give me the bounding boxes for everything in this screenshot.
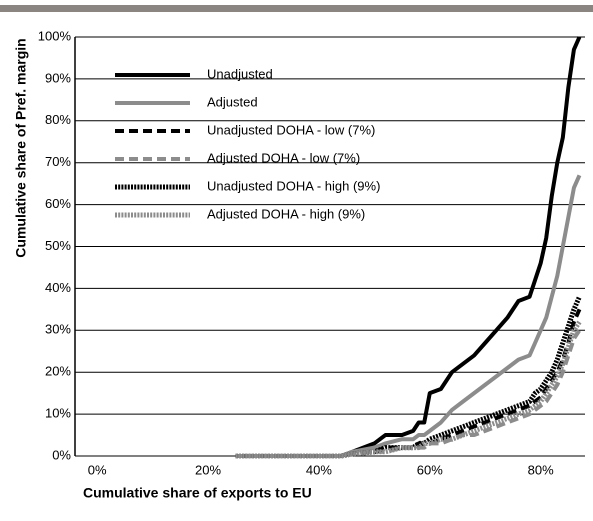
y-tick-label: 30% (45, 322, 71, 337)
y-tick-label: 70% (45, 154, 71, 169)
x-tick-label: 40% (306, 462, 332, 477)
legend-label: Unadjusted (207, 66, 273, 81)
x-axis-title: Cumulative share of exports to EU (83, 485, 312, 501)
y-tick-label: 0% (52, 447, 71, 462)
y-tick-label: 40% (45, 280, 71, 295)
y-tick-label: 10% (45, 406, 71, 421)
legend-label: Adjusted (207, 94, 258, 109)
legend-label: Adjusted DOHA - high (9%) (207, 206, 365, 221)
legend-label: Unadjusted DOHA - high (9%) (207, 178, 380, 193)
series-line (235, 329, 582, 458)
series-line (235, 36, 582, 458)
x-tick-label: 0% (88, 462, 107, 477)
y-tick-label: 60% (45, 196, 71, 211)
top-bar (0, 5, 593, 12)
legend-label: Adjusted DOHA - low (7%) (207, 150, 360, 165)
x-tick-label: 80% (528, 462, 554, 477)
y-tick-label: 100% (38, 28, 72, 43)
x-tick-label: 60% (417, 462, 443, 477)
series-line (235, 320, 582, 459)
x-tick-label: 20% (195, 462, 221, 477)
series-line (235, 295, 582, 459)
y-tick-label: 80% (45, 112, 71, 127)
y-tick-label: 90% (45, 70, 71, 85)
y-tick-label: 20% (45, 364, 71, 379)
series-line (235, 174, 582, 458)
y-tick-label: 50% (45, 238, 71, 253)
series-line (235, 308, 582, 458)
y-axis-title: Cumulative share of Pref. margin (13, 38, 29, 257)
legend-label: Unadjusted DOHA - low (7%) (207, 122, 375, 137)
